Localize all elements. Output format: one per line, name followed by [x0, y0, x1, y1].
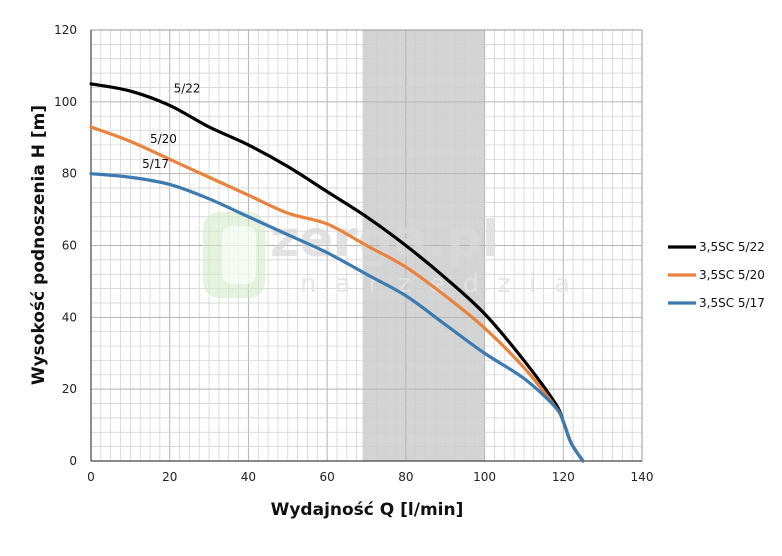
- series-layer: [89, 82, 585, 463]
- legend: 3,5SC 5/22 3,5SC 5/20 3,5SC 5/17: [668, 240, 765, 310]
- curve-label-layer: 5/22 5/20 5/17: [142, 82, 200, 171]
- watermark-logo-inner: [222, 226, 256, 284]
- legend-label: 3,5SC 5/22: [699, 240, 765, 254]
- watermark-sub-text: narzedzia: [300, 269, 588, 299]
- y-tick-label: 0: [69, 454, 77, 468]
- curve-label-5-20: 5/20: [150, 132, 177, 146]
- y-tick-label: 120: [54, 23, 77, 37]
- y-tick-label: 60: [62, 239, 77, 253]
- x-tick-label: 140: [631, 470, 654, 484]
- x-tick-label: 20: [162, 470, 177, 484]
- x-axis-title: Wydajność Q [l/min]: [271, 500, 464, 520]
- x-tick-label: 100: [473, 470, 496, 484]
- series-line-5-17: [89, 172, 585, 463]
- axes-layer: 0 20 40 60 80 100 120 140 0 20 40 60 80 100 120: [54, 23, 653, 484]
- x-tick-label: 60: [320, 470, 335, 484]
- x-tick-label: 0: [87, 470, 95, 484]
- y-tick-label: 100: [54, 95, 77, 109]
- x-tick-label: 80: [398, 470, 413, 484]
- y-tick-label: 40: [62, 310, 77, 324]
- y-tick-label: 80: [62, 167, 77, 181]
- curve-label-5-22: 5/22: [174, 82, 201, 96]
- legend-label: 3,5SC 5/20: [699, 268, 765, 282]
- y-tick-label: 20: [62, 382, 77, 396]
- curve-label-5-17: 5/17: [142, 157, 169, 171]
- y-axis-title: Wysokość podnoszenia H [m]: [29, 105, 49, 385]
- x-tick-label: 120: [552, 470, 575, 484]
- x-tick-label: 40: [241, 470, 256, 484]
- legend-label: 3,5SC 5/17: [699, 296, 765, 310]
